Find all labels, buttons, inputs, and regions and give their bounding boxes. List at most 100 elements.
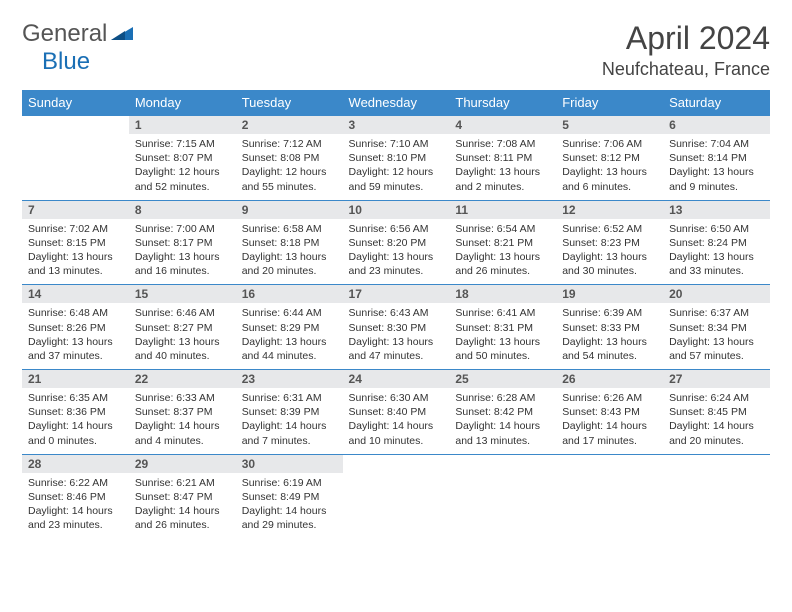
day-number-cell: 14	[22, 285, 129, 304]
day-number-cell: 26	[556, 370, 663, 389]
day-number-cell: 27	[663, 370, 770, 389]
sunset-text: Sunset: 8:45 PM	[669, 405, 764, 419]
day-content-cell: Sunrise: 6:28 AMSunset: 8:42 PMDaylight:…	[449, 388, 556, 454]
daylight-text-2: and 33 minutes.	[669, 264, 764, 278]
daynum-row: 282930	[22, 454, 770, 473]
sunset-text: Sunset: 8:29 PM	[242, 321, 337, 335]
logo-text-general: General	[22, 20, 107, 48]
day-number-cell: 1	[129, 116, 236, 135]
daylight-text-1: Daylight: 14 hours	[242, 504, 337, 518]
day-content-cell: Sunrise: 6:44 AMSunset: 8:29 PMDaylight:…	[236, 303, 343, 369]
sunset-text: Sunset: 8:27 PM	[135, 321, 230, 335]
daylight-text-2: and 52 minutes.	[135, 180, 230, 194]
day-number-cell: 12	[556, 200, 663, 219]
day-number-cell	[22, 116, 129, 135]
day-number-cell: 7	[22, 200, 129, 219]
daylight-text-2: and 13 minutes.	[28, 264, 123, 278]
day-content-cell: Sunrise: 6:50 AMSunset: 8:24 PMDaylight:…	[663, 219, 770, 285]
day-content-cell: Sunrise: 6:46 AMSunset: 8:27 PMDaylight:…	[129, 303, 236, 369]
sunrise-text: Sunrise: 7:00 AM	[135, 222, 230, 236]
daylight-text-2: and 26 minutes.	[135, 518, 230, 532]
day-number-cell: 22	[129, 370, 236, 389]
day-content-cell: Sunrise: 6:54 AMSunset: 8:21 PMDaylight:…	[449, 219, 556, 285]
day-number-cell: 23	[236, 370, 343, 389]
day-content-cell: Sunrise: 7:02 AMSunset: 8:15 PMDaylight:…	[22, 219, 129, 285]
daylight-text-1: Daylight: 14 hours	[242, 419, 337, 433]
sunset-text: Sunset: 8:12 PM	[562, 151, 657, 165]
day-number-cell: 8	[129, 200, 236, 219]
daylight-text-2: and 37 minutes.	[28, 349, 123, 363]
day-number-cell	[556, 454, 663, 473]
title-block: April 2024 Neufchateau, France	[602, 20, 770, 80]
sunset-text: Sunset: 8:14 PM	[669, 151, 764, 165]
day-content-cell: Sunrise: 6:21 AMSunset: 8:47 PMDaylight:…	[129, 473, 236, 539]
daylight-text-1: Daylight: 12 hours	[242, 165, 337, 179]
daylight-text-2: and 20 minutes.	[669, 434, 764, 448]
sunrise-text: Sunrise: 7:10 AM	[349, 137, 444, 151]
daylight-text-2: and 7 minutes.	[242, 434, 337, 448]
day-number-cell: 6	[663, 116, 770, 135]
sunrise-text: Sunrise: 7:08 AM	[455, 137, 550, 151]
sunrise-text: Sunrise: 6:58 AM	[242, 222, 337, 236]
sunrise-text: Sunrise: 6:39 AM	[562, 306, 657, 320]
daylight-text-2: and 30 minutes.	[562, 264, 657, 278]
sunset-text: Sunset: 8:15 PM	[28, 236, 123, 250]
day-number-cell: 4	[449, 116, 556, 135]
daylight-text-1: Daylight: 14 hours	[135, 419, 230, 433]
day-number-cell: 11	[449, 200, 556, 219]
daylight-text-2: and 10 minutes.	[349, 434, 444, 448]
day-content-cell: Sunrise: 7:12 AMSunset: 8:08 PMDaylight:…	[236, 134, 343, 200]
sunset-text: Sunset: 8:42 PM	[455, 405, 550, 419]
daylight-text-1: Daylight: 13 hours	[135, 335, 230, 349]
daylight-text-1: Daylight: 13 hours	[455, 250, 550, 264]
daylight-text-2: and 55 minutes.	[242, 180, 337, 194]
daylight-text-2: and 23 minutes.	[28, 518, 123, 532]
weekday-header-row: Sunday Monday Tuesday Wednesday Thursday…	[22, 90, 770, 116]
sunset-text: Sunset: 8:40 PM	[349, 405, 444, 419]
weekday-header: Wednesday	[343, 90, 450, 116]
sunrise-text: Sunrise: 7:02 AM	[28, 222, 123, 236]
day-number-cell: 17	[343, 285, 450, 304]
sunrise-text: Sunrise: 7:04 AM	[669, 137, 764, 151]
daynum-row: 21222324252627	[22, 370, 770, 389]
daylight-text-2: and 2 minutes.	[455, 180, 550, 194]
sunset-text: Sunset: 8:07 PM	[135, 151, 230, 165]
sunrise-text: Sunrise: 6:28 AM	[455, 391, 550, 405]
sunrise-text: Sunrise: 6:31 AM	[242, 391, 337, 405]
day-content-cell: Sunrise: 6:19 AMSunset: 8:49 PMDaylight:…	[236, 473, 343, 539]
sunset-text: Sunset: 8:17 PM	[135, 236, 230, 250]
sunset-text: Sunset: 8:46 PM	[28, 490, 123, 504]
day-number-cell: 9	[236, 200, 343, 219]
daylight-text-2: and 4 minutes.	[135, 434, 230, 448]
day-number-cell: 20	[663, 285, 770, 304]
daylight-text-1: Daylight: 13 hours	[455, 335, 550, 349]
daylight-text-1: Daylight: 14 hours	[28, 504, 123, 518]
sunset-text: Sunset: 8:20 PM	[349, 236, 444, 250]
daylight-text-2: and 29 minutes.	[242, 518, 337, 532]
weekday-header: Sunday	[22, 90, 129, 116]
sunrise-text: Sunrise: 6:37 AM	[669, 306, 764, 320]
day-number-cell	[449, 454, 556, 473]
daynum-row: 14151617181920	[22, 285, 770, 304]
daylight-text-2: and 20 minutes.	[242, 264, 337, 278]
sunrise-text: Sunrise: 6:33 AM	[135, 391, 230, 405]
sunset-text: Sunset: 8:33 PM	[562, 321, 657, 335]
daylight-text-2: and 6 minutes.	[562, 180, 657, 194]
sunset-text: Sunset: 8:23 PM	[562, 236, 657, 250]
sunrise-text: Sunrise: 6:44 AM	[242, 306, 337, 320]
day-content-cell	[449, 473, 556, 539]
daylight-text-1: Daylight: 14 hours	[455, 419, 550, 433]
sunrise-text: Sunrise: 6:22 AM	[28, 476, 123, 490]
day-content-cell: Sunrise: 6:56 AMSunset: 8:20 PMDaylight:…	[343, 219, 450, 285]
content-row: Sunrise: 6:35 AMSunset: 8:36 PMDaylight:…	[22, 388, 770, 454]
calendar-table: Sunday Monday Tuesday Wednesday Thursday…	[22, 90, 770, 538]
day-number-cell	[663, 454, 770, 473]
day-content-cell: Sunrise: 6:26 AMSunset: 8:43 PMDaylight:…	[556, 388, 663, 454]
logo: General Blue	[22, 20, 135, 76]
day-content-cell	[343, 473, 450, 539]
weekday-header: Tuesday	[236, 90, 343, 116]
daylight-text-1: Daylight: 14 hours	[562, 419, 657, 433]
day-number-cell: 25	[449, 370, 556, 389]
sunrise-text: Sunrise: 7:06 AM	[562, 137, 657, 151]
daylight-text-1: Daylight: 14 hours	[349, 419, 444, 433]
